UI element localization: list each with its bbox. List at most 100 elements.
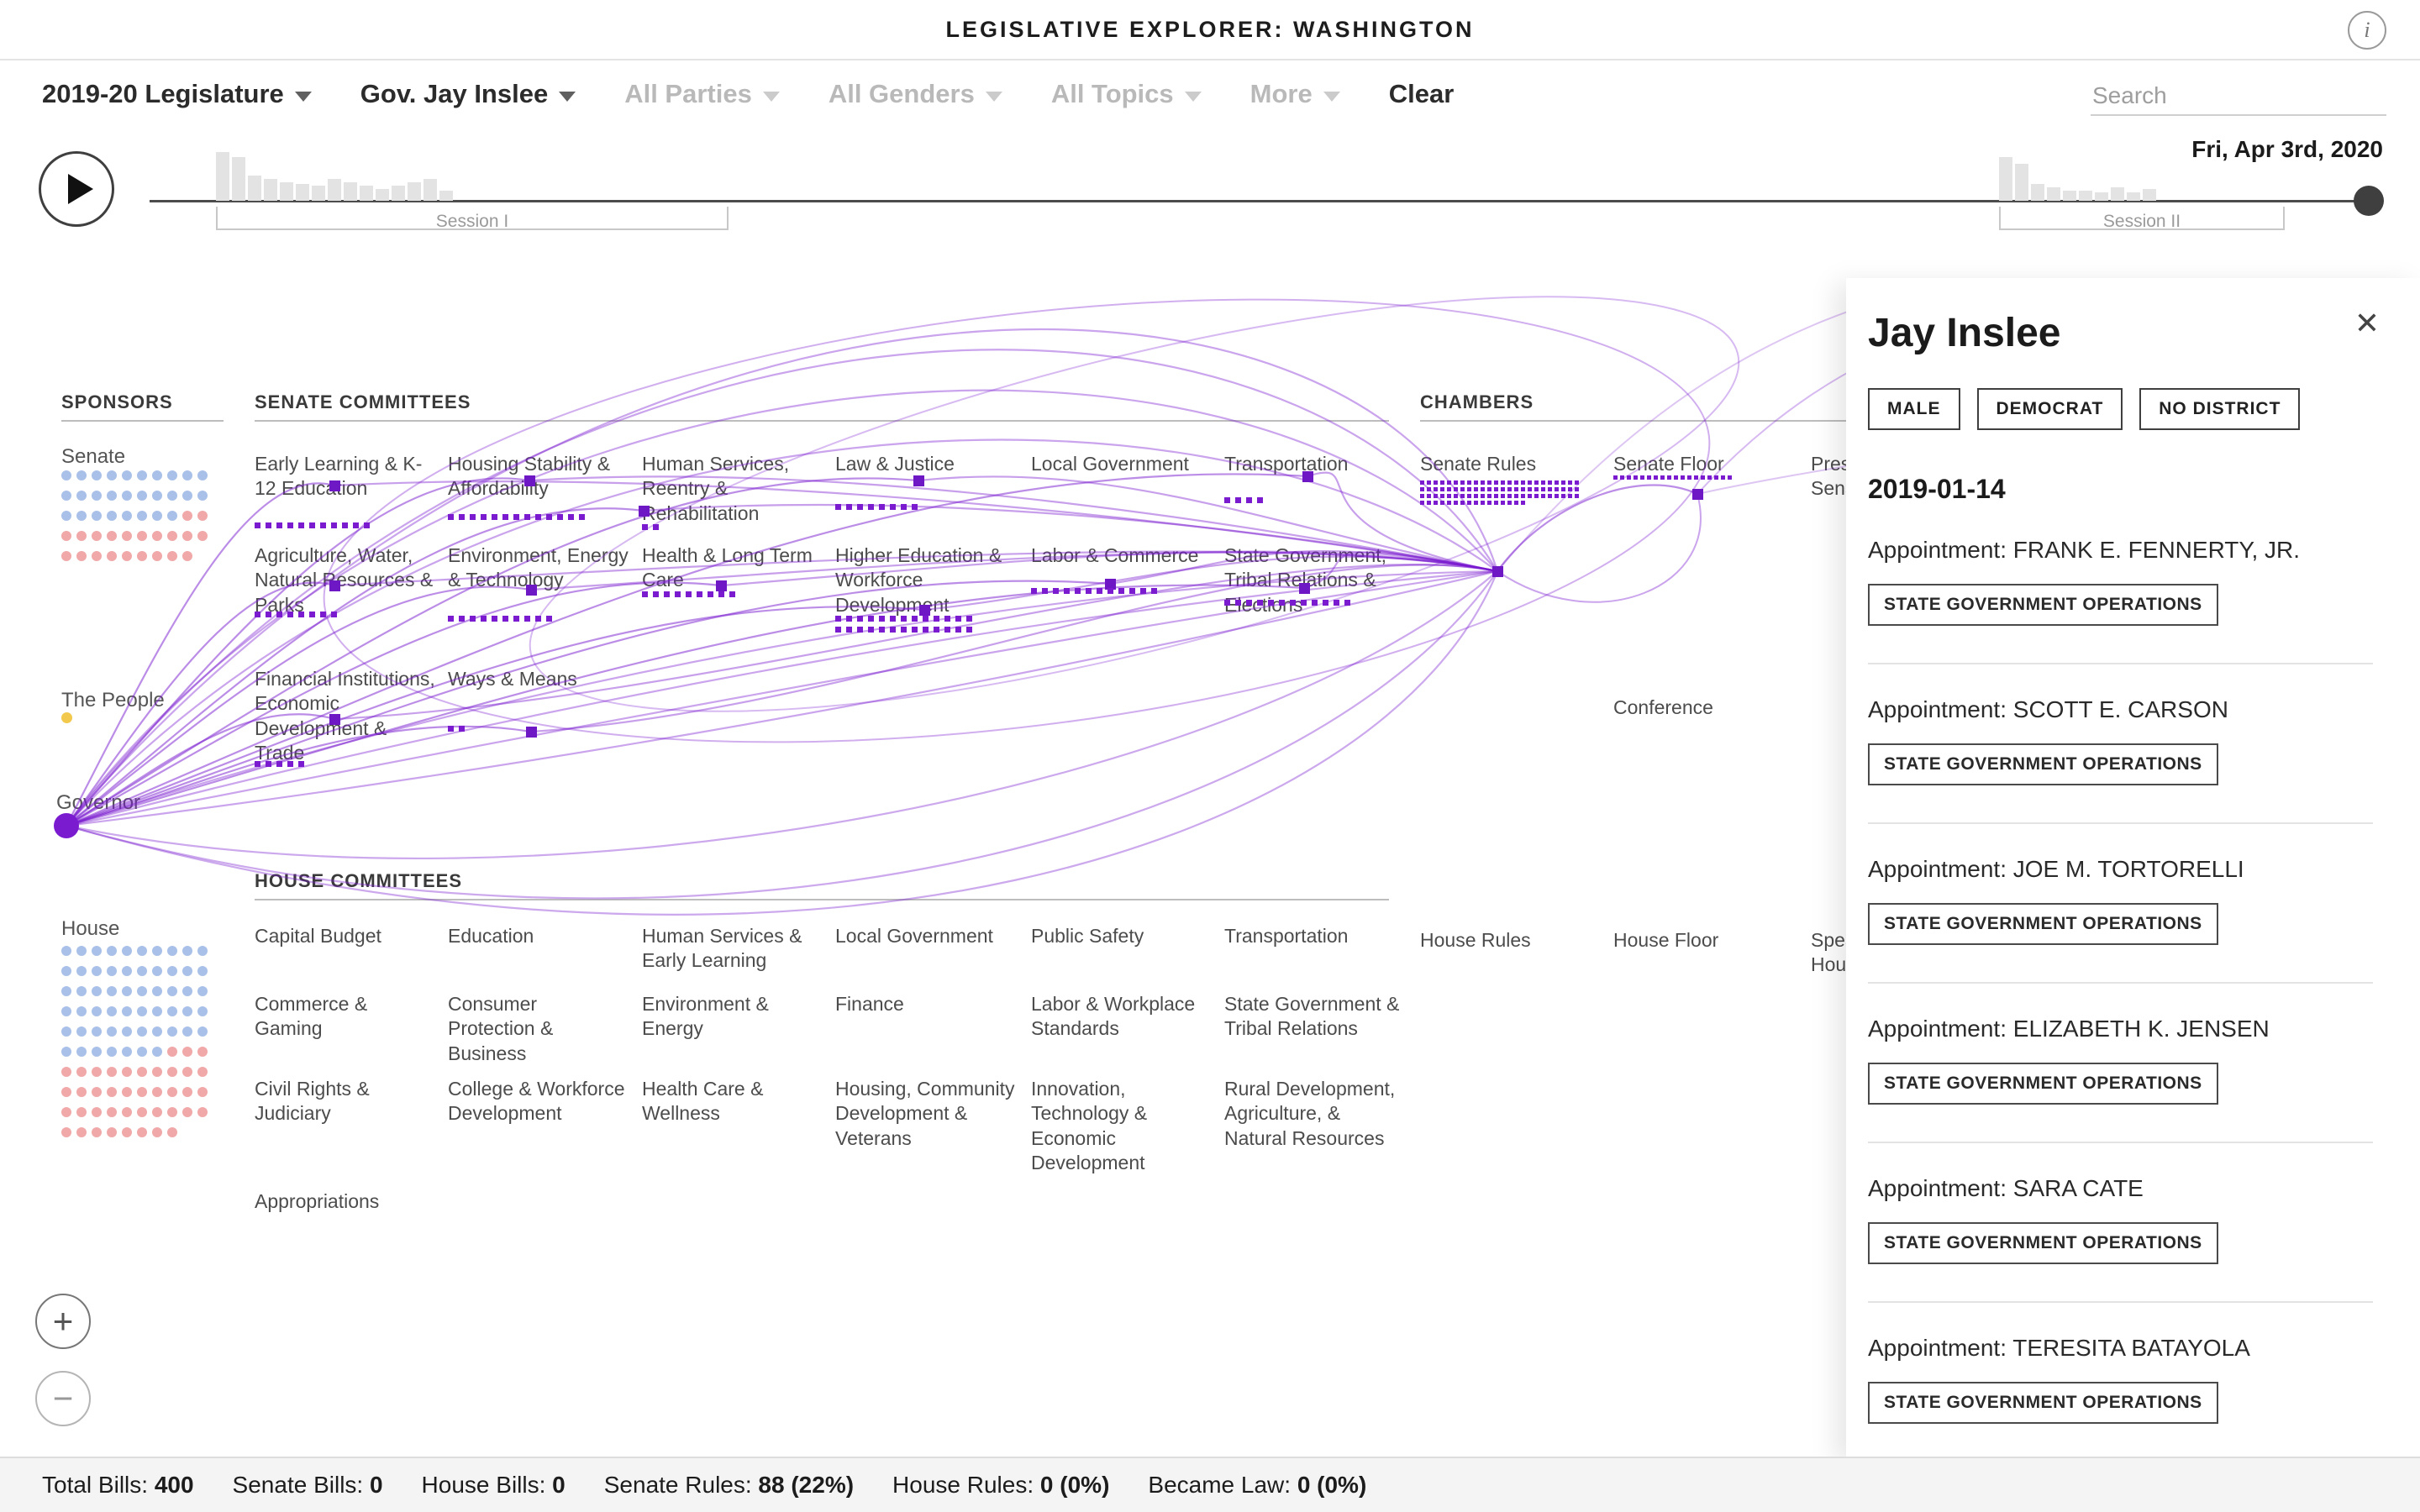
committee-label[interactable]: Transportation [1224,453,1349,475]
committee-label[interactable]: Agriculture, Water, Natural Resources & … [255,544,434,616]
committee-label[interactable]: Local Government [835,925,993,947]
search-input[interactable] [2091,77,2386,116]
committee-label[interactable]: Education [448,925,534,947]
legislator-dot [92,966,102,976]
committee-label[interactable]: Consumer Protection & Business [448,993,554,1064]
committee-label[interactable]: Ways & Means [448,668,577,690]
committee-tag-button[interactable]: STATE GOVERNMENT OPERATIONS [1868,1382,2218,1424]
queue-dot [1440,494,1444,498]
committee-tag-button[interactable]: STATE GOVERNMENT OPERATIONS [1868,1063,2218,1105]
appointment-title: Appointment: JOE M. TORTORELLI [1868,856,2244,882]
governor-dot[interactable] [54,813,79,838]
committee-label[interactable]: College & Workforce Development [448,1078,625,1125]
filter-clear[interactable]: Clear [1389,79,1455,109]
queue-dot [846,616,852,622]
legislator-dot [92,491,102,501]
queue-dot [1654,475,1658,480]
histogram-bar [296,184,309,201]
legislator-dot [197,1087,208,1097]
legislator-dot [122,946,132,956]
legislator-dot [137,986,147,996]
filter-all-topics[interactable]: All Topics [1051,79,1202,109]
zoom-in-button[interactable]: + [35,1294,91,1349]
legislator-dot [182,491,192,501]
queue-dot [1528,487,1532,491]
info-icon[interactable]: i [2348,11,2386,50]
committee-label[interactable]: Financial Institutions, Economic Develop… [255,668,435,764]
session-label: Session II [2102,212,2181,231]
legislator-dot [197,1107,208,1117]
committee-label[interactable]: Environment & Energy [642,993,769,1040]
queue-dot [535,514,541,520]
committee-label[interactable]: Finance [835,993,904,1015]
committee-label[interactable]: Housing Stability & Affordability [448,453,611,500]
committee-label[interactable]: Health & Long Term Care [642,544,813,591]
queue-dot [912,627,918,633]
filter-gov-jay-inslee[interactable]: Gov. Jay Inslee [360,79,576,109]
filter-all-genders[interactable]: All Genders [829,79,1002,109]
queue-dot [1640,475,1644,480]
chamber-label[interactable]: Senate Rules [1420,453,1537,475]
committee-tag-button[interactable]: STATE GOVERNMENT OPERATIONS [1868,584,2218,626]
committee-label[interactable]: Transportation [1224,925,1349,947]
committee-label[interactable]: Human Services, Reentry & Rehabilitation [642,453,790,524]
session-label: Session I [435,212,509,231]
play-button[interactable] [39,151,114,227]
committee-label[interactable]: Labor & Workplace Standards [1031,993,1196,1040]
committee-label[interactable]: State Government, Tribal Relations & Ele… [1224,544,1387,616]
committee-label[interactable]: Law & Justice [835,453,955,475]
queue-dot [868,616,874,622]
committee-tag-button[interactable]: STATE GOVERNMENT OPERATIONS [1868,743,2218,785]
committee-label[interactable]: Civil Rights & Judiciary [255,1078,370,1125]
committee-label[interactable]: Housing, Community Development & Veteran… [835,1078,1015,1149]
legislator-dot [76,1006,87,1016]
legislator-dot [61,1087,71,1097]
queue-dot [266,612,271,617]
committee-label[interactable]: Early Learning & K-12 Education [255,453,423,500]
close-icon[interactable]: ✕ [2354,306,2380,340]
filter-all-parties[interactable]: All Parties [624,79,780,109]
chamber-label[interactable]: House Floor [1613,929,1719,951]
committee-label[interactable]: Health Care & Wellness [642,1078,764,1125]
timeline-track[interactable] [150,200,2373,202]
queue-dot [448,726,454,732]
filter-more[interactable]: More [1250,79,1340,109]
queue-dot [266,761,271,767]
histogram-bar [312,186,325,201]
committee-label[interactable]: Local Government [1031,453,1189,475]
queue-dot [1494,480,1498,485]
legislator-dot [107,1067,117,1077]
legislator-dot [107,531,117,541]
queue-dot [1487,494,1491,498]
committee-label[interactable]: Commerce & Gaming [255,993,368,1040]
committee-label[interactable]: Public Safety [1031,925,1144,947]
committee-label[interactable]: State Government & Tribal Relations [1224,993,1400,1040]
queue-dot [1151,588,1157,594]
legislator-dot [167,491,177,501]
committee-label[interactable]: Rural Development, Agriculture, & Natura… [1224,1078,1396,1149]
chamber-label[interactable]: House Rules [1420,929,1531,951]
timeline-handle[interactable] [2353,186,2384,216]
chamber-label[interactable]: Senate Floor [1613,453,1724,475]
filter-label: All Parties [624,79,752,108]
queue-dot [653,524,659,530]
queue-dot [481,514,487,520]
histogram-bar [360,186,373,201]
legislator-dot [92,1006,102,1016]
committee-label[interactable]: Appropriations [255,1190,380,1212]
appointment-item: Appointment: SCOTT E. CARSON STATE GOVERN… [1868,664,2373,824]
committee-label[interactable]: Human Services & Early Learning [642,925,802,972]
committee-label[interactable]: Environment, Energy & Technology [448,544,629,591]
zoom-out-button[interactable]: − [35,1371,91,1426]
queue-dot [255,761,260,767]
committee-tag-button[interactable]: STATE GOVERNMENT OPERATIONS [1868,1222,2218,1264]
legislator-dot [137,1107,147,1117]
chamber-label[interactable]: Conference [1613,696,1713,718]
committee-label[interactable]: Labor & Commerce [1031,544,1199,566]
queue-dot [568,514,574,520]
legislator-dot [152,1006,162,1016]
committee-label[interactable]: Innovation, Technology & Economic Develo… [1031,1078,1148,1174]
filter-2019-20-legislature[interactable]: 2019-20 Legislature [42,79,312,109]
committee-tag-button[interactable]: STATE GOVERNMENT OPERATIONS [1868,903,2218,945]
committee-label[interactable]: Capital Budget [255,925,381,947]
